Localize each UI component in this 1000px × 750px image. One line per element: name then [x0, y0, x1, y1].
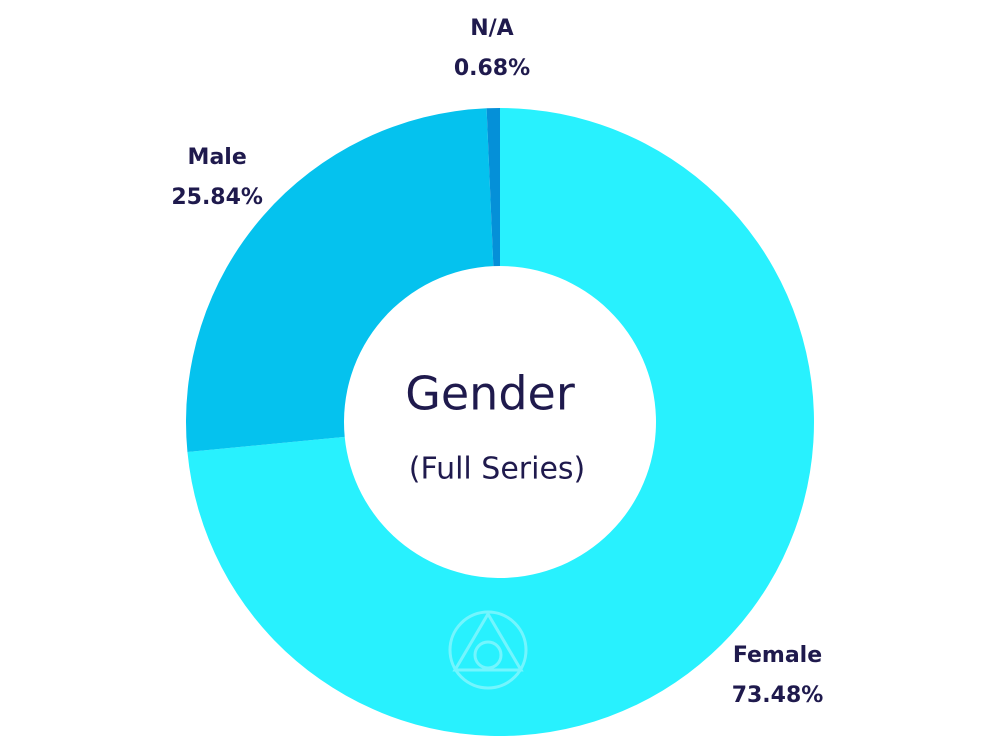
- slice-label: Male: [188, 145, 247, 170]
- slice: [187, 108, 815, 736]
- slices: [186, 108, 815, 736]
- slice-label: N/A: [470, 16, 513, 41]
- slice-value-label: 0.68%: [454, 56, 530, 81]
- slice-label: Female: [733, 643, 822, 668]
- chart-title: Gender: [405, 367, 575, 421]
- chart-subtitle: (Full Series): [409, 452, 586, 487]
- slice: [186, 108, 494, 452]
- slice: [486, 108, 500, 267]
- watermark: [448, 610, 528, 690]
- slice-value-label: 73.48%: [732, 683, 824, 708]
- slice-value-label: 25.84%: [171, 185, 263, 210]
